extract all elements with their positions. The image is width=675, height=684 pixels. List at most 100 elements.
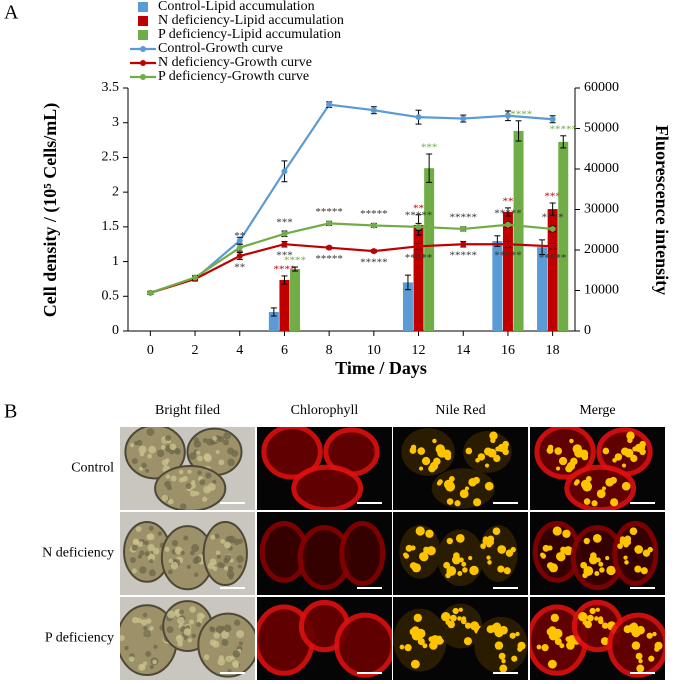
x-tick-label: 0 <box>147 343 154 358</box>
lipid-droplet <box>515 631 520 637</box>
point <box>549 243 556 250</box>
granule <box>124 645 129 651</box>
lipid-droplet <box>601 486 607 491</box>
granule <box>201 496 208 502</box>
granule <box>147 453 153 459</box>
lipid-droplet <box>583 498 591 505</box>
lipid-droplet <box>404 644 412 652</box>
y-tick-label: 0 <box>112 323 119 338</box>
lipid-droplet <box>451 555 461 565</box>
row-label: Control <box>71 461 114 476</box>
y2-tick-label: 50000 <box>584 121 619 136</box>
x-tick-label: 14 <box>456 343 470 358</box>
granule <box>204 454 212 463</box>
granule <box>212 479 217 484</box>
lipid-droplet <box>601 622 609 629</box>
lipid-droplet <box>606 565 616 576</box>
lipid-droplet <box>419 552 429 562</box>
bar <box>424 168 435 331</box>
lipid-droplet <box>429 461 439 471</box>
granule <box>220 538 226 544</box>
column-header: Bright filed <box>155 403 220 418</box>
granule <box>220 625 225 630</box>
lipid-droplet <box>638 658 643 664</box>
granule <box>131 544 138 551</box>
lipid-droplet <box>619 537 627 545</box>
lipid-droplet <box>462 567 468 573</box>
granule <box>223 566 229 571</box>
granule <box>139 566 147 574</box>
y-tick-label: 2 <box>112 184 119 199</box>
lipid-droplet <box>441 611 451 622</box>
legend-label: N deficiency-Lipid accumulation <box>158 13 344 28</box>
lipid-droplet <box>591 500 598 507</box>
y-tick-label: 1 <box>112 254 119 269</box>
granule <box>213 632 220 639</box>
granule <box>168 558 174 564</box>
lipid-droplet <box>457 571 463 577</box>
lipid-droplet <box>610 498 619 507</box>
granule <box>224 554 232 562</box>
point <box>236 237 243 244</box>
micrograph <box>530 512 665 595</box>
lipid-droplet <box>417 637 425 646</box>
granule <box>197 455 203 462</box>
lipid-droplet <box>489 431 498 440</box>
granule <box>177 616 185 625</box>
lipid-droplet <box>399 644 405 650</box>
lipid-droplet <box>405 544 413 552</box>
granule <box>169 443 177 451</box>
granule <box>209 626 214 631</box>
point <box>326 244 333 251</box>
lipid-droplet <box>624 539 632 546</box>
lipid-droplet <box>446 537 453 545</box>
granule <box>216 554 221 559</box>
lipid-droplet <box>589 607 596 615</box>
granule <box>205 472 212 479</box>
panel-label: A <box>4 2 19 24</box>
lipid-droplet <box>505 549 514 557</box>
granule <box>223 431 231 440</box>
granule <box>148 569 156 577</box>
significance: ***** <box>405 252 433 264</box>
significance: ***** <box>360 257 388 269</box>
lipid-droplet <box>542 544 550 552</box>
significance: ** <box>413 202 424 214</box>
lipid-droplet <box>599 567 605 573</box>
y2-axis-label: Fluorescence intensity <box>652 125 672 295</box>
x-tick-label: 4 <box>236 343 243 358</box>
lipid-droplet <box>617 543 623 550</box>
granule <box>146 428 155 436</box>
granule <box>220 630 229 639</box>
lipid-droplet <box>421 456 431 466</box>
lipid-droplet <box>464 622 472 629</box>
growth-line <box>149 222 553 294</box>
significance: ***** <box>550 123 578 135</box>
lipid-droplet <box>490 437 496 444</box>
lipid-droplet <box>640 567 648 575</box>
bar <box>537 247 548 331</box>
lipid-droplet <box>635 652 643 660</box>
lipid-droplet <box>562 529 571 538</box>
granule <box>197 470 202 476</box>
granule <box>203 485 212 494</box>
granule <box>218 459 225 466</box>
granule <box>212 640 220 648</box>
lipid-droplet <box>418 529 424 535</box>
point <box>281 230 288 237</box>
granule <box>141 462 147 469</box>
granule <box>220 563 226 569</box>
granule <box>131 458 138 465</box>
granule <box>186 564 191 569</box>
lipid-droplet <box>628 623 638 633</box>
legend-label: P deficiency-Growth curve <box>158 69 309 84</box>
bar <box>502 211 513 331</box>
lipid-droplet <box>652 631 657 637</box>
lipid-droplet <box>446 498 454 505</box>
lipid-droplet <box>582 480 592 490</box>
granule <box>188 452 197 460</box>
lipid-droplet <box>550 613 560 623</box>
granule <box>210 439 216 445</box>
granule <box>196 622 201 627</box>
